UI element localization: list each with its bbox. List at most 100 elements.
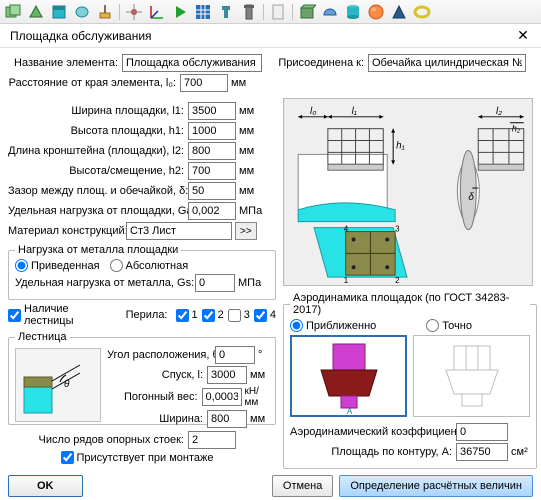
dialog-close-button[interactable]: ✕ [513,27,533,44]
l1-input[interactable] [188,102,236,120]
toolbar-sep-3 [292,4,293,20]
dist-label: Расстояние от края элемента, l₀: [8,77,180,89]
angle-input[interactable] [215,346,255,364]
aero-legend: Аэродинамика площадок (по ГОСТ 34283-201… [290,292,530,316]
radio-reduced[interactable]: Приведенная [15,259,100,272]
ok-button[interactable]: OK [8,475,83,497]
h2-unit: мм [236,165,258,177]
svg-text:δ: δ [468,192,474,203]
toolbar-btn-play[interactable] [169,2,191,22]
gs-label: Удельная нагрузка от металла, Gs: [15,277,195,289]
l1-label: Ширина площадки, l1: [8,105,188,117]
attached-label: Присоединена к: [272,57,368,69]
toolbar-sep-2 [263,4,264,20]
svg-text:h₁: h₁ [396,140,405,151]
toolbar-btn-3[interactable] [48,2,70,22]
rail-2[interactable]: 2 [202,309,224,322]
toolbar-btn-1[interactable] [2,2,24,22]
button-bar: OK Отмена Определение расчётных величин [0,475,541,497]
aero-a-input[interactable] [456,443,508,461]
runweight-label: Погонный вес: [107,391,202,403]
stair-width-unit: мм [247,413,269,425]
aero-panel-exact[interactable] [413,335,530,417]
toolbar-btn-cyl[interactable] [342,2,364,22]
toolbar-btn-pipe[interactable] [238,2,260,22]
rows-label: Число рядов опорных стоек: [8,434,188,446]
delta-input[interactable] [188,182,236,200]
svg-text:l₁: l₁ [352,106,357,117]
toolbar-btn-box[interactable] [296,2,318,22]
name-label: Название элемента: [8,57,122,69]
stair-width-input[interactable] [207,410,247,428]
chk-has-stairs[interactable]: Наличие лестницы [8,303,116,327]
runweight-input[interactable] [202,388,242,406]
l2-unit: мм [236,145,258,157]
toolbar-btn-locator[interactable] [123,2,145,22]
toolbar-btn-ring[interactable] [411,2,433,22]
ga-label: Удельная нагрузка от площадки, Ga: [8,205,188,217]
runweight-unit: кН/мм [242,386,269,408]
svg-text:1: 1 [344,276,349,285]
aero-a-label: Площадь по контуру, A: [290,446,456,458]
toolbar-btn-clamp[interactable] [215,2,237,22]
delta-label: Зазор между площ. и обечайкой, δ: [8,185,188,197]
material-label: Материал конструкций: [8,225,126,237]
toolbar-btn-4[interactable] [71,2,93,22]
cancel-button[interactable]: Отмена [272,475,333,497]
l2-input[interactable] [188,142,236,160]
toolbar-btn-sheet[interactable] [267,2,289,22]
attached-input[interactable] [368,54,526,72]
toolbar-btn-sphere[interactable] [365,2,387,22]
right-column: l₀ l₁ h₁ 12 43 [283,94,533,469]
toolbar-btn-2[interactable] [25,2,47,22]
span-input[interactable] [207,366,247,384]
material-input[interactable] [126,222,232,240]
angle-unit: ° [255,349,269,361]
toolbar-btn-5[interactable] [94,2,116,22]
svg-text:θ: θ [64,379,70,390]
toolbar-btn-hemis[interactable] [319,2,341,22]
rows-input[interactable] [188,431,236,449]
h2-label: Высота/смещение, h2: [8,165,188,177]
gs-input[interactable] [195,274,235,292]
stair-legend: Лестница [15,331,70,343]
rail-3[interactable]: 3 [228,309,250,322]
span-label: Спуск, l: [107,369,207,381]
material-more-button[interactable]: >> [235,222,257,240]
svg-text:l₀: l₀ [310,106,316,117]
dist-input[interactable] [180,74,228,92]
toolbar-btn-cone[interactable] [388,2,410,22]
main-toolbar [0,0,541,24]
radio-approx[interactable]: Приближенно [290,319,376,332]
stair-diagram: θ [15,348,101,422]
toolbar-btn-grid[interactable] [192,2,214,22]
radio-exact[interactable]: Точно [426,319,472,332]
h1-label: Высота площадки, h1: [8,125,188,137]
chk-present-mount[interactable]: Присутствует при монтаже [61,451,214,464]
stair-group: Лестница θ Угол расположения, θ: ° Спуск,… [8,331,276,425]
name-input[interactable] [122,54,262,72]
h2-input[interactable] [188,162,236,180]
h1-unit: мм [236,125,258,137]
rail-4[interactable]: 4 [254,309,276,322]
svg-text:A: A [347,407,353,416]
aero-k-label: Аэродинамический коэффициент, K: [290,426,456,438]
aero-k-input[interactable] [456,423,508,441]
gs-unit: МПа [235,277,261,289]
metal-load-group: Нагрузка от металла площадки Приведенная… [8,244,276,300]
aero-panel-approx[interactable]: A [290,335,407,417]
left-column: Ширина площадки, l1: мм Высота площадки, … [8,94,276,466]
toolbar-btn-axes[interactable] [146,2,168,22]
l1-unit: мм [236,105,258,117]
svg-text:2: 2 [395,276,399,285]
angle-label: Угол расположения, θ: [107,349,215,361]
ga-input[interactable] [188,202,236,220]
radio-absolute[interactable]: Абсолютная [110,259,189,272]
calc-button[interactable]: Определение расчётных величин [339,475,533,497]
rail-1[interactable]: 1 [176,309,198,322]
h1-input[interactable] [188,122,236,140]
dialog-service-platform: Площадка обслуживания ✕ Название элемент… [0,24,541,500]
span-unit: мм [247,369,269,381]
metal-load-legend: Нагрузка от металла площадки [15,244,181,256]
l2-label: Длина кронштейна (площадки), l2: [8,145,188,157]
